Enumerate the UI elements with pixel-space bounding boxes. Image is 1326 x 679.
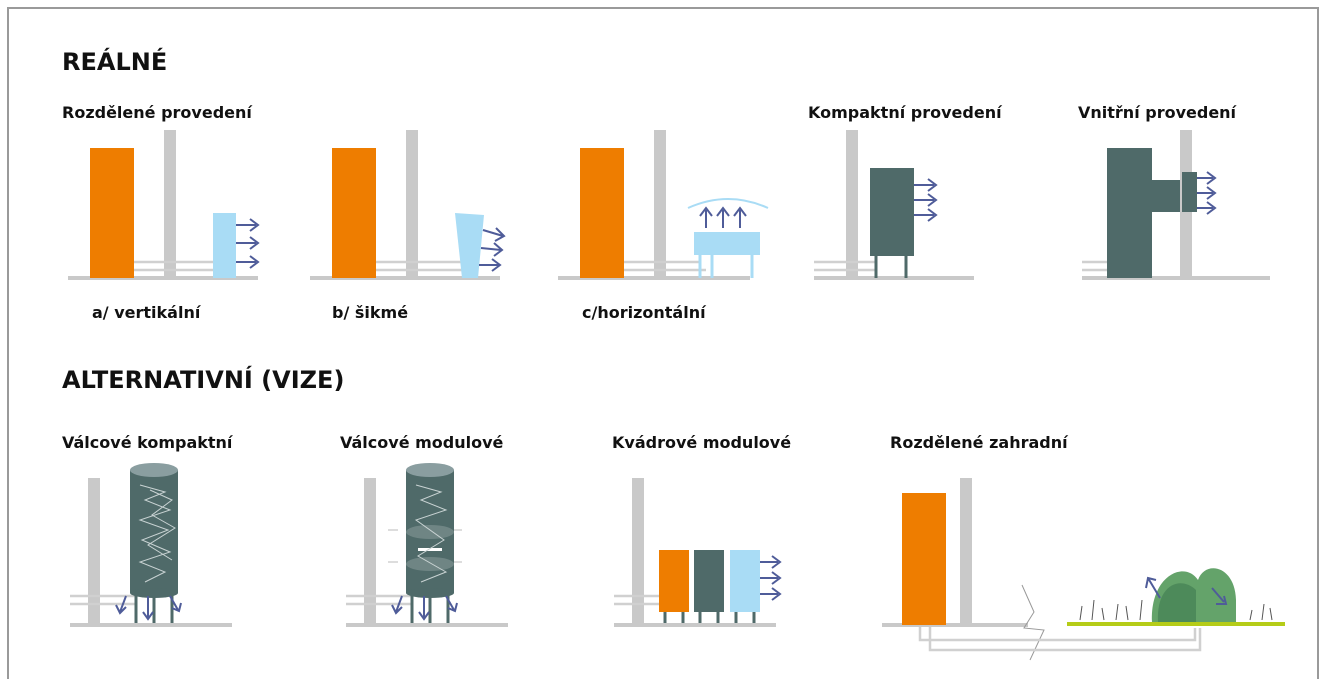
shape bbox=[914, 178, 938, 222]
shape bbox=[1082, 276, 1270, 280]
shape bbox=[455, 213, 484, 278]
shape bbox=[1145, 576, 1228, 605]
shape bbox=[814, 276, 974, 280]
variant-label: a/ vertikální bbox=[92, 303, 202, 322]
shape bbox=[406, 557, 454, 571]
section-title: ALTERNATIVNÍ (VIZE) bbox=[62, 365, 344, 394]
frame bbox=[7, 7, 1319, 679]
group-title: Vnitřní provedení bbox=[1078, 103, 1238, 122]
shape bbox=[138, 484, 176, 583]
shape bbox=[654, 130, 666, 280]
shape bbox=[410, 596, 450, 623]
shape bbox=[391, 595, 458, 621]
section-title: REÁLNÉ bbox=[62, 47, 167, 76]
shape bbox=[694, 550, 724, 612]
shape bbox=[698, 255, 754, 278]
shape bbox=[406, 463, 454, 477]
shape bbox=[902, 493, 946, 625]
shape bbox=[1082, 260, 1108, 272]
shape bbox=[332, 148, 376, 278]
shape bbox=[310, 276, 500, 280]
shape bbox=[814, 260, 876, 272]
shape bbox=[1150, 180, 1182, 212]
shape bbox=[1182, 172, 1197, 212]
shape bbox=[115, 595, 182, 621]
group-title: Kvádrové modulové bbox=[612, 433, 791, 452]
shape bbox=[1079, 599, 1273, 621]
shape bbox=[414, 484, 448, 583]
shape bbox=[760, 555, 782, 601]
shape bbox=[134, 596, 174, 623]
shape bbox=[406, 130, 418, 280]
variant-label: c/horizontální bbox=[582, 303, 707, 322]
shape bbox=[88, 478, 100, 625]
shape bbox=[1107, 148, 1152, 278]
unit-horizontal bbox=[558, 130, 769, 280]
shape bbox=[874, 256, 908, 278]
shape bbox=[659, 550, 689, 612]
shape bbox=[687, 198, 769, 209]
shape bbox=[882, 623, 1028, 627]
shape bbox=[1157, 583, 1196, 622]
shape bbox=[213, 213, 236, 278]
shape bbox=[364, 478, 376, 625]
shape bbox=[130, 463, 178, 477]
shape bbox=[580, 148, 624, 278]
group-title: Kompaktní provedení bbox=[808, 103, 1003, 122]
shape bbox=[130, 588, 178, 598]
shape bbox=[870, 168, 914, 256]
unit-cylinder-modular bbox=[346, 463, 508, 627]
shape bbox=[1197, 171, 1217, 215]
shape bbox=[406, 588, 454, 598]
unit-cylinder-compact bbox=[70, 463, 232, 627]
shape bbox=[624, 260, 706, 272]
shape bbox=[70, 623, 232, 627]
shape bbox=[699, 206, 747, 228]
shape bbox=[960, 478, 972, 625]
shape bbox=[164, 130, 176, 280]
group-title: Válcové modulové bbox=[340, 433, 504, 452]
variant-label: b/ šikmé bbox=[332, 303, 408, 322]
shape bbox=[90, 148, 134, 278]
group-title: Válcové kompaktní bbox=[62, 433, 234, 452]
shape bbox=[663, 612, 756, 623]
shape bbox=[68, 276, 258, 280]
shape bbox=[134, 260, 215, 272]
shape bbox=[632, 478, 644, 625]
shape bbox=[236, 218, 260, 269]
unit-box-modular bbox=[614, 478, 782, 627]
shape bbox=[730, 550, 760, 612]
group-title: Rozdělené provedení bbox=[62, 103, 253, 122]
unit-vertical bbox=[68, 130, 260, 280]
shape bbox=[614, 623, 776, 627]
shape bbox=[346, 623, 508, 627]
shape bbox=[376, 260, 462, 272]
shape bbox=[846, 130, 858, 280]
shape bbox=[918, 627, 1202, 652]
shape bbox=[614, 594, 662, 606]
shape bbox=[1067, 622, 1285, 626]
shape bbox=[418, 548, 442, 551]
shape bbox=[406, 525, 454, 539]
unit-compact bbox=[814, 130, 974, 280]
unit-oblique bbox=[310, 130, 506, 280]
group-title: Rozdělené zahradní bbox=[890, 433, 1069, 452]
shape bbox=[694, 232, 760, 255]
unit-garden bbox=[882, 478, 1285, 661]
shape bbox=[479, 227, 506, 272]
unit-internal bbox=[1082, 130, 1270, 280]
